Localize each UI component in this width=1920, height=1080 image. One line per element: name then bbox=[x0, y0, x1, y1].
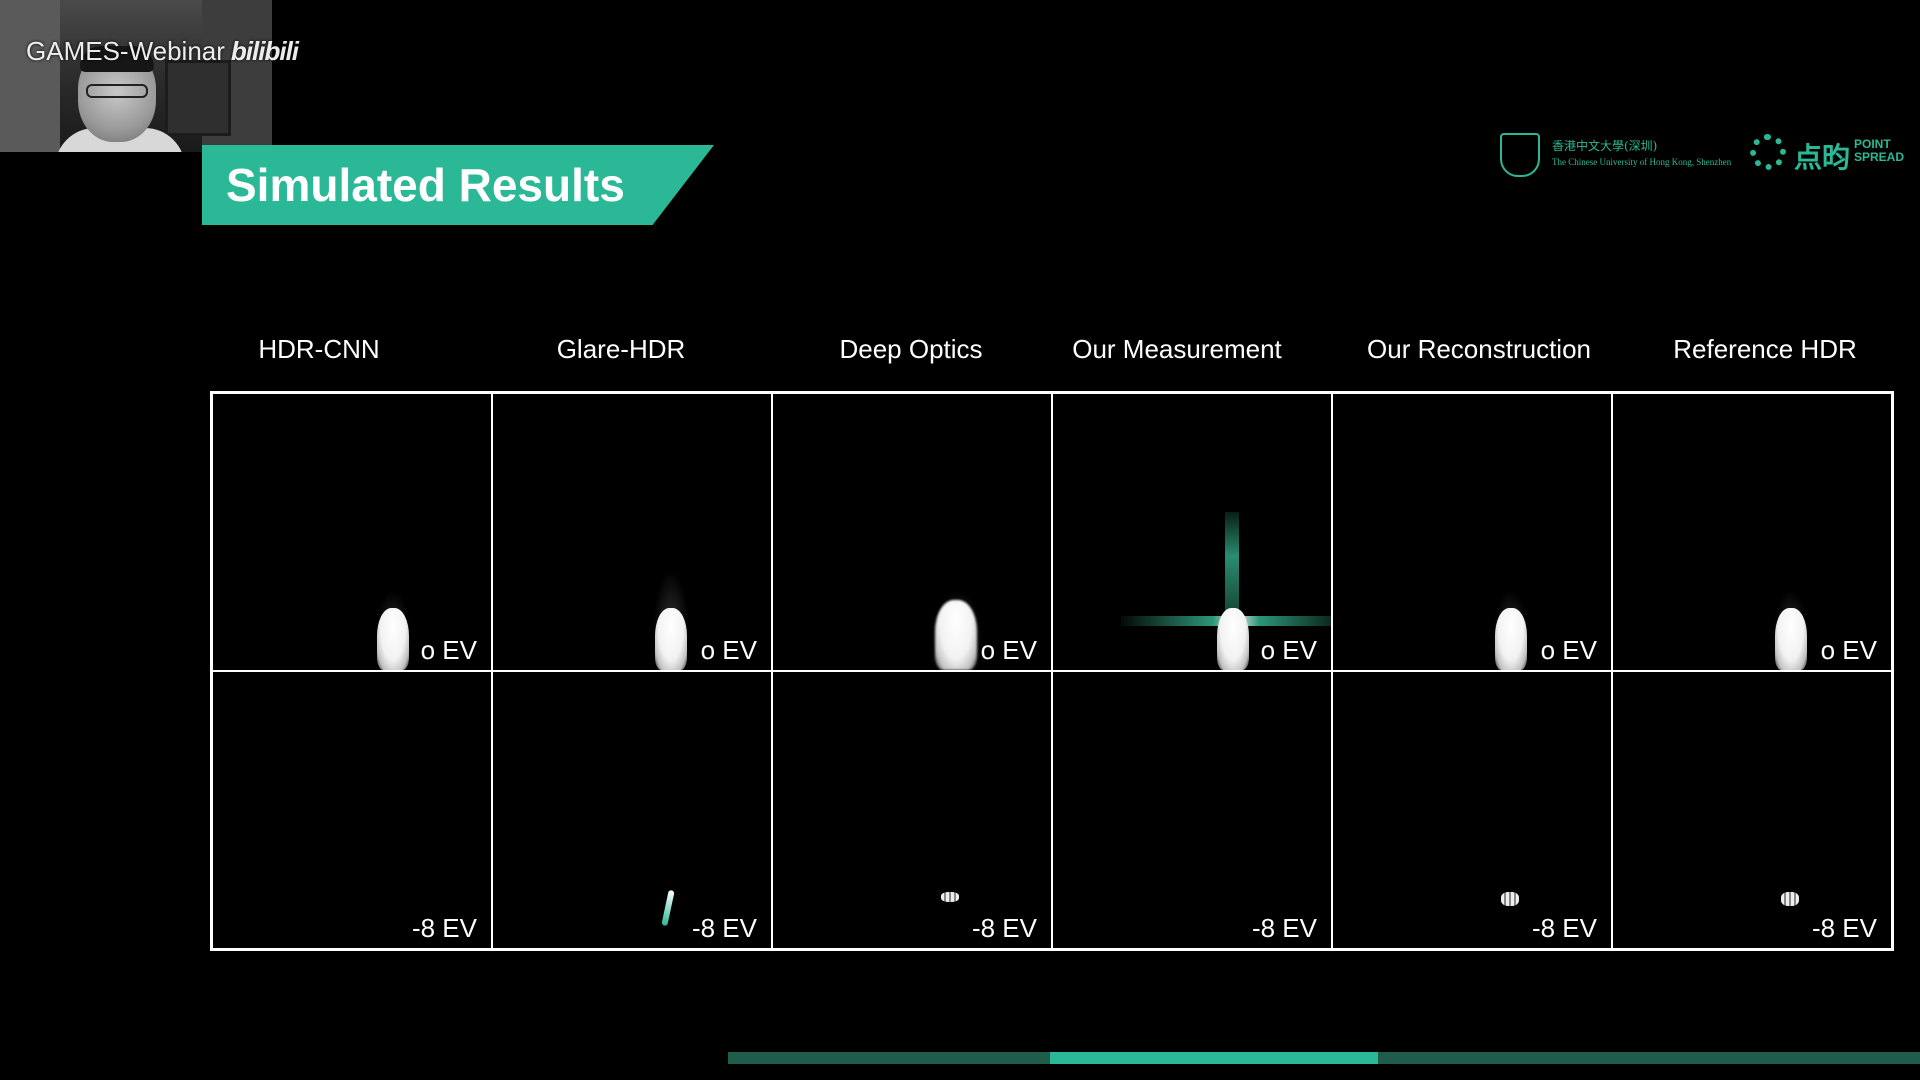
slide-title: Simulated Results bbox=[226, 159, 625, 211]
ev-label: o EV bbox=[1540, 635, 1597, 665]
light-spot bbox=[1781, 892, 1799, 906]
pointspread-mark-icon bbox=[1750, 134, 1786, 170]
ev-label: o EV bbox=[1820, 635, 1877, 665]
ev-label: -8 EV bbox=[691, 913, 757, 943]
presenter-glasses bbox=[86, 84, 148, 98]
light-source bbox=[655, 608, 687, 670]
light-source bbox=[1495, 608, 1527, 670]
column-header-reference-hdr: Reference HDR bbox=[1673, 334, 1857, 364]
light-streak bbox=[661, 889, 675, 927]
light-source bbox=[377, 608, 409, 670]
video-progress-bar[interactable] bbox=[728, 1052, 1920, 1064]
light-spot bbox=[1501, 892, 1519, 906]
ev-label: -8 EV bbox=[411, 913, 477, 943]
result-image-our-measurement-0ev: o EV bbox=[1052, 393, 1332, 671]
stream-watermark: GAMES-Webinar bilibili bbox=[26, 36, 299, 67]
result-image-hdr-cnn-minus8ev: -8 EV bbox=[212, 671, 492, 949]
webcam-background bbox=[0, 0, 60, 152]
result-image-hdr-cnn-0ev: o EV bbox=[212, 393, 492, 671]
presenter-hair bbox=[80, 46, 154, 72]
result-image-our-reconstruction-minus8ev: -8 EV bbox=[1332, 671, 1612, 949]
result-image-deep-optics-0ev: o EV bbox=[772, 393, 1052, 671]
cuhk-crest-icon bbox=[1500, 133, 1540, 177]
ev-label: o EV bbox=[700, 635, 757, 665]
light-source bbox=[935, 600, 977, 670]
result-image-our-measurement-minus8ev: -8 EV bbox=[1052, 671, 1332, 949]
cuhk-english-name: The Chinese University of Hong Kong, She… bbox=[1552, 157, 1732, 167]
result-image-reference-hdr-0ev: o EV bbox=[1612, 393, 1892, 671]
webcam-shelf bbox=[165, 60, 231, 136]
cuhk-chinese-name: 香港中文大學(深圳) bbox=[1552, 139, 1658, 153]
results-grid: o EV o EV o EV o EV o EV o EV -8 EV -8 E… bbox=[210, 391, 1894, 951]
column-header-hdr-cnn: HDR-CNN bbox=[258, 334, 380, 364]
light-source bbox=[1217, 608, 1249, 670]
watermark-text: GAMES-Webinar bbox=[26, 36, 225, 66]
ev-label: -8 EV bbox=[971, 913, 1037, 943]
result-image-our-reconstruction-0ev: o EV bbox=[1332, 393, 1612, 671]
light-spot bbox=[941, 892, 959, 902]
ev-label: -8 EV bbox=[1531, 913, 1597, 943]
pointspread-logo: 点昀 POINT SPREAD bbox=[1750, 132, 1904, 176]
result-image-glare-hdr-0ev: o EV bbox=[492, 393, 772, 671]
cuhk-logo: 香港中文大學(深圳) The Chinese University of Hon… bbox=[1500, 133, 1740, 177]
column-header-glare-hdr: Glare-HDR bbox=[556, 334, 686, 364]
ev-label: -8 EV bbox=[1811, 913, 1877, 943]
result-image-reference-hdr-minus8ev: -8 EV bbox=[1612, 671, 1892, 949]
ev-label: -8 EV bbox=[1251, 913, 1317, 943]
pointspread-chinese-name: 点昀 bbox=[1794, 142, 1851, 173]
title-banner bbox=[202, 145, 714, 225]
result-image-deep-optics-minus8ev: -8 EV bbox=[772, 671, 1052, 949]
result-image-glare-hdr-minus8ev: -8 EV bbox=[492, 671, 772, 949]
column-header-deep-optics: Deep Optics bbox=[839, 334, 983, 364]
ev-label: o EV bbox=[980, 635, 1037, 665]
webcam-feed bbox=[0, 0, 272, 152]
column-header-our-reconstruction: Our Reconstruction bbox=[1367, 334, 1591, 364]
flare-vertical bbox=[1225, 512, 1239, 622]
video-progress-segment bbox=[1049, 1052, 1378, 1064]
ev-label: o EV bbox=[420, 635, 477, 665]
pointspread-english-name: POINT SPREAD bbox=[1854, 137, 1905, 164]
column-header-our-measurement: Our Measurement bbox=[1072, 334, 1282, 364]
ev-label: o EV bbox=[1260, 635, 1317, 665]
light-source bbox=[1775, 608, 1807, 670]
bilibili-logo: bilibili bbox=[230, 36, 299, 66]
